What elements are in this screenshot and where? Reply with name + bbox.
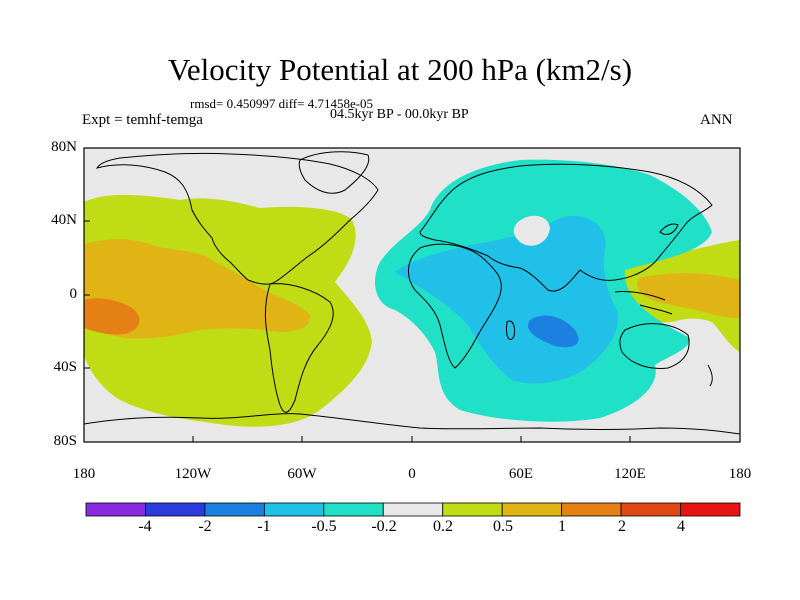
coast-eurasia [419,163,713,292]
stats-line: rmsd= 0.450997 diff= 4.71458e-05 [190,96,374,111]
coast-south-america [264,283,334,413]
xtick-label: 180 [728,466,752,482]
map-field [84,148,740,442]
colorbar-swatch [620,502,681,517]
coast-japan [659,223,679,235]
colorbar-swatch [382,502,444,517]
xtick-label: 120W [174,466,212,482]
coast-madagascar [506,320,515,340]
xtick-label: 60W [287,466,317,482]
colorbar-swatch [145,502,206,517]
period-label: 04.5kyr BP - 00.0kyr BP [330,107,469,122]
coast-indonesia [614,291,673,315]
season-label: ANN [700,112,733,128]
xtick-label: 120E [614,466,646,482]
coast-africa [408,243,502,369]
xtick-label: 0 [408,466,416,482]
xtick-label: 60E [508,466,534,482]
colorbar-label: 0.5 [493,518,513,535]
field-pos-1-westpac [637,273,740,318]
chart-title: Velocity Potential at 200 hPa (km2/s) [167,52,633,87]
field-neg-1 [528,315,579,348]
colorbar-label: 4 [677,518,685,535]
colorbar-swatch [263,502,325,517]
colorbar-label: 0.2 [433,518,453,535]
ytick-label: 80S [53,433,77,449]
colorbar-label: -2 [198,518,212,535]
colorbar-swatch [442,502,503,517]
axis-ticks [83,147,741,443]
field-pos-1-pacific [84,239,311,339]
colorbar-swatch [323,502,384,517]
ytick-label: 40S [53,359,77,375]
coast-greenland [298,151,370,194]
colorbar-swatch [680,502,741,517]
ytick-label: 0 [69,286,78,302]
colorbar-swatch [204,502,265,517]
coast-north-america [95,152,379,285]
xtick-label: 180 [72,466,96,482]
colorbar-label: -0.2 [371,518,397,535]
colorbar-swatch [561,502,622,517]
colorbar-label: -1 [257,518,271,535]
coast-australia [619,323,690,369]
field-neutral-hole [513,215,550,246]
colorbar-label: -4 [138,518,152,535]
colorbar [85,502,741,517]
colorbar-swatch [85,502,146,517]
colorbar-label: 1 [558,518,566,535]
colorbar-label: 2 [618,518,626,535]
ytick-label: 80N [51,139,77,155]
colorbar-swatch [501,502,563,517]
coast-new-zealand [707,364,713,387]
ytick-label: 40N [51,212,77,228]
experiment-label: Expt = temhf-temga [82,112,203,128]
coastlines [84,151,740,435]
field-pos-2-pacific [84,298,140,335]
coast-antarctica [84,413,740,435]
colorbar-label: -0.5 [311,518,337,535]
